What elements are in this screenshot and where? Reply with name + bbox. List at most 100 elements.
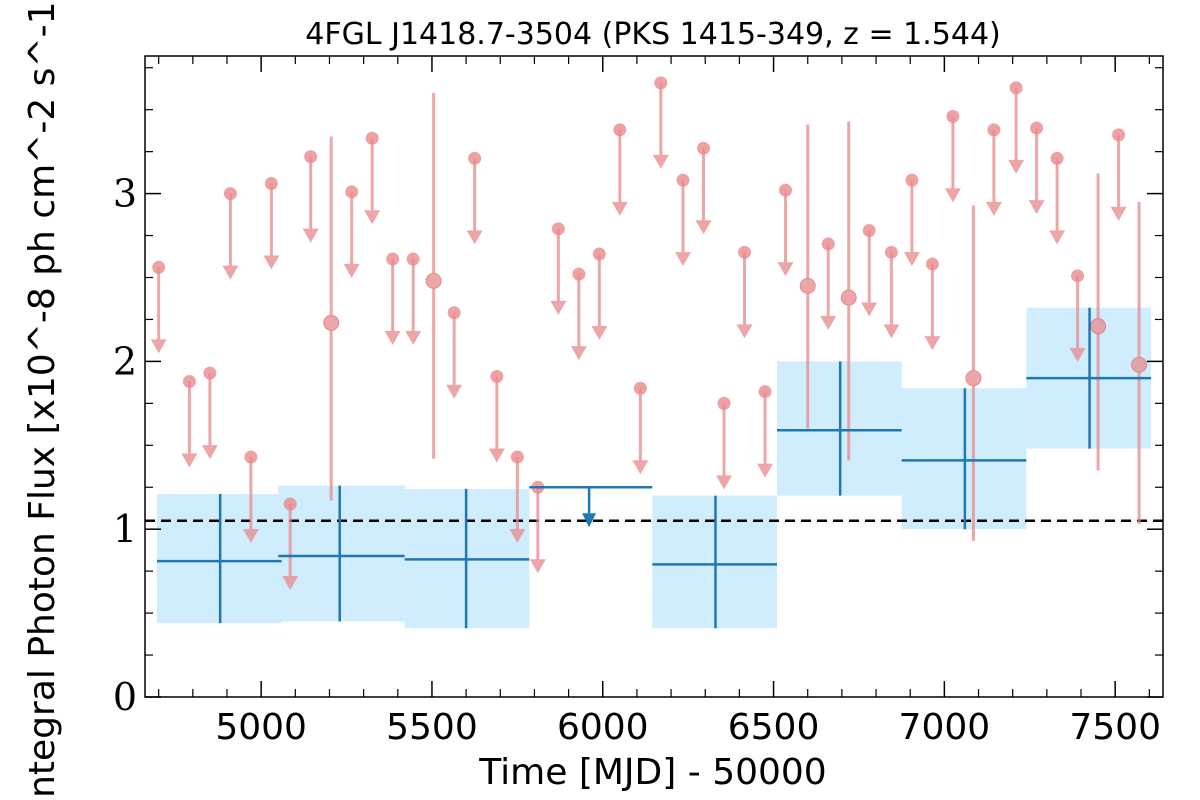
upper-limit-arrow — [861, 230, 878, 317]
x-tick-label: 5000 — [215, 707, 307, 748]
monthly-upper-limit — [675, 173, 692, 267]
upper-limit-arrow — [466, 158, 483, 245]
upper-limit-point — [283, 497, 297, 511]
upper-limit-point — [572, 267, 586, 281]
upper-limit-point — [1030, 121, 1044, 135]
upper-limit-point — [717, 396, 731, 410]
binned-detection — [278, 485, 405, 622]
upper-limit-point — [697, 141, 711, 155]
detection-point — [1090, 318, 1107, 335]
x-tick-label: 5500 — [386, 707, 478, 748]
monthly-upper-limit — [1069, 269, 1086, 362]
upper-limit-point — [1112, 128, 1126, 142]
monthly-upper-limit — [446, 306, 463, 399]
x-tick-label: 7500 — [1069, 707, 1161, 748]
monthly-upper-limit — [488, 370, 505, 463]
x-tick-label: 6500 — [728, 707, 820, 748]
monthly-points-layer — [150, 76, 1148, 591]
upper-limit-point — [406, 252, 420, 266]
monthly-upper-limit — [1110, 128, 1127, 221]
detection-point — [965, 370, 982, 387]
monthly-upper-limit — [529, 480, 546, 574]
binned-detection — [1026, 307, 1152, 449]
monthly-upper-limit — [695, 141, 712, 235]
monthly-upper-limit — [820, 237, 837, 330]
upper-limit-arrow — [924, 264, 941, 351]
upper-limit-arrow — [405, 259, 422, 346]
monthly-upper-limit — [405, 252, 422, 346]
binned-points-layer — [156, 307, 1152, 629]
monthly-upper-limit — [343, 185, 360, 278]
monthly-upper-limit — [201, 366, 218, 460]
monthly-upper-limit — [985, 123, 1002, 216]
monthly-upper-limit — [222, 187, 239, 280]
binned-detection — [901, 388, 1027, 530]
monthly-detection — [1090, 173, 1107, 471]
monthly-upper-limit — [384, 252, 401, 346]
upper-limit-point — [905, 173, 919, 187]
y-tick-label: 1 — [113, 507, 137, 551]
upper-limit-arrow — [1069, 275, 1086, 362]
y-axis-title: Integral Photon Flux [x10^-8 ph cm^-2 s^… — [22, 0, 63, 800]
upper-limit-point — [182, 375, 196, 389]
upper-limit-point — [203, 366, 217, 380]
axes-layer: 5000 5500 6000 6500 7000 7500 0 1 2 3 — [113, 55, 1164, 748]
upper-limit-point — [223, 187, 237, 201]
upper-limit-arrow — [985, 129, 1002, 216]
monthly-upper-limit — [757, 385, 774, 478]
monthly-detection — [1131, 201, 1148, 525]
upper-limit-arrow — [282, 504, 299, 591]
monthly-upper-limit — [944, 109, 961, 203]
monthly-upper-limit — [883, 245, 900, 339]
binned-upper-limit-arrowhead — [582, 513, 597, 528]
upper-limit-point — [925, 257, 939, 271]
y-tick-label: 2 — [113, 339, 137, 383]
upper-limit-point — [510, 450, 524, 464]
chart-title: 4FGL J1418.7-3504 (PKS 1415-349, z = 1.5… — [305, 17, 1000, 52]
monthly-upper-limit — [150, 260, 167, 354]
monthly-detection — [965, 205, 982, 541]
upper-limit-arrow — [632, 388, 649, 475]
monthly-upper-limit — [777, 183, 794, 277]
plot-frame — [144, 55, 1164, 698]
binned-detection — [404, 488, 530, 629]
upper-limit-point — [738, 245, 752, 259]
upper-limit-point — [345, 185, 359, 199]
upper-limit-arrow — [570, 274, 587, 361]
upper-limit-arrow — [263, 183, 280, 270]
upper-limit-arrow — [384, 259, 401, 346]
upper-limit-point — [551, 222, 565, 236]
monthly-upper-limit — [611, 123, 628, 216]
monthly-upper-limit — [924, 257, 941, 351]
upper-limit-arrow — [222, 193, 239, 280]
x-axis-title: Time [MJD] - 50000 — [478, 752, 826, 793]
upper-limit-arrow — [1110, 134, 1127, 221]
upper-limit-arrow — [652, 82, 669, 169]
upper-limit-point — [654, 76, 668, 90]
upper-limit-point — [1071, 269, 1085, 283]
monthly-upper-limit — [1028, 121, 1045, 215]
monthly-upper-limit — [570, 267, 587, 361]
upper-limit-point — [884, 245, 898, 259]
monthly-upper-limit — [181, 375, 198, 468]
upper-limit-arrow — [488, 376, 505, 463]
monthly-upper-limit — [591, 247, 608, 341]
upper-limit-point — [365, 131, 379, 145]
binned-detection — [156, 493, 282, 624]
monthly-upper-limit — [632, 381, 649, 475]
monthly-upper-limit — [1049, 151, 1066, 245]
upper-limit-arrow — [509, 457, 526, 544]
monthly-detection — [840, 121, 857, 461]
upper-limit-point — [264, 177, 278, 191]
monthly-upper-limit — [466, 151, 483, 245]
upper-limit-arrow — [446, 312, 463, 399]
upper-limit-arrow — [820, 243, 837, 330]
upper-limit-point — [592, 247, 606, 261]
x-tick-label: 6000 — [557, 707, 649, 748]
upper-limit-point — [1050, 151, 1064, 165]
monthly-upper-limit — [716, 396, 733, 490]
upper-limit-arrow — [242, 457, 259, 544]
monthly-upper-limit — [263, 177, 280, 270]
upper-limit-point — [821, 237, 835, 251]
